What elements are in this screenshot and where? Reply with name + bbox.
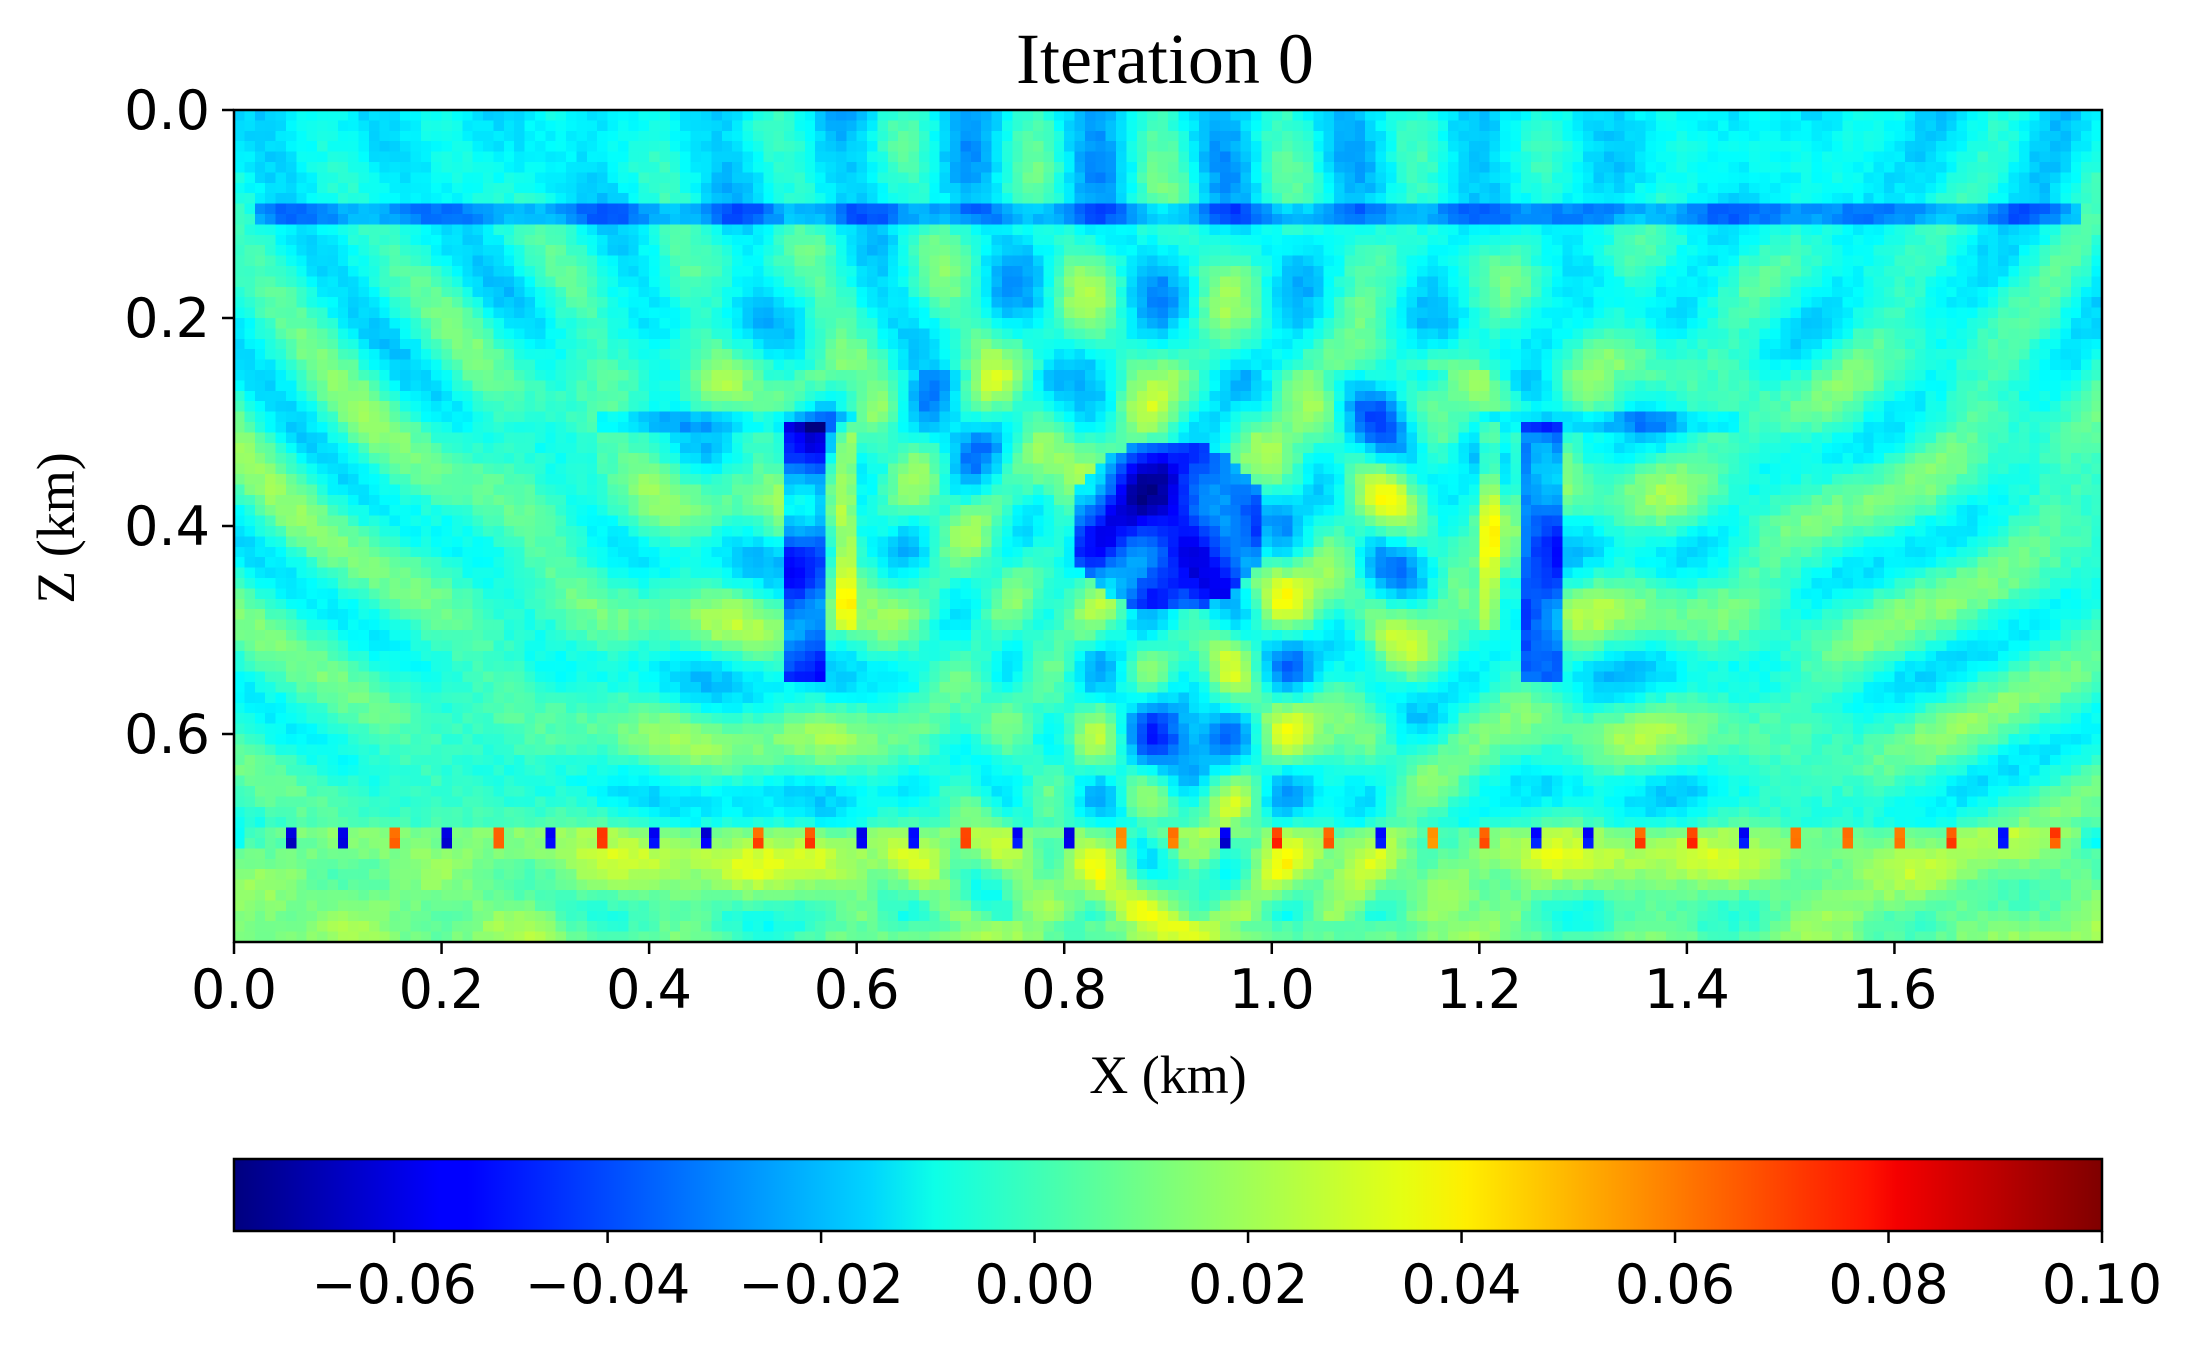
y-tick-label: 0.0 xyxy=(124,79,210,142)
colorbar-tick-label: −0.06 xyxy=(311,1253,476,1316)
x-axis-label: X (km) xyxy=(1089,1045,1246,1105)
heatmap-image xyxy=(234,110,2102,942)
y-axis-label: Z (km) xyxy=(26,452,86,603)
x-axis-ticks: 0.0 0.2 0.4 0.6 0.8 1.0 1.2 1.4 1.6 xyxy=(191,942,1937,1021)
x-tick-label: 1.4 xyxy=(1644,958,1730,1021)
colorbar-gradient xyxy=(234,1159,2102,1231)
colorbar-tick-label: −0.02 xyxy=(738,1253,903,1316)
x-tick-label: 0.0 xyxy=(191,958,277,1021)
y-tick-label: 0.6 xyxy=(124,703,210,766)
colorbar-tick-label: 0.08 xyxy=(1828,1253,1948,1316)
colorbar-tick-label: 0.04 xyxy=(1401,1253,1521,1316)
x-tick-label: 0.4 xyxy=(606,958,692,1021)
x-tick-label: 0.8 xyxy=(1021,958,1107,1021)
heatmap-plot-area xyxy=(232,108,2104,944)
colorbar-tick-label: −0.04 xyxy=(525,1253,690,1316)
x-tick-label: 1.2 xyxy=(1436,958,1522,1021)
x-tick-label: 0.2 xyxy=(399,958,485,1021)
y-axis-ticks: 0.0 0.2 0.4 0.6 xyxy=(124,79,234,766)
x-tick-label: 1.0 xyxy=(1229,958,1315,1021)
y-tick-label: 0.4 xyxy=(124,495,210,558)
x-tick-label: 1.6 xyxy=(1851,958,1937,1021)
y-tick-label: 0.2 xyxy=(124,287,210,350)
colorbar-tick-label: 0.06 xyxy=(1615,1253,1735,1316)
colorbar: −0.06 −0.04 −0.02 0.00 0.02 0.04 0.06 0.08 0.10 xyxy=(232,1157,2162,1316)
colorbar-tick-label: 0.00 xyxy=(974,1253,1094,1316)
chart-title: Iteration 0 xyxy=(1016,19,1314,99)
colorbar-ticks: −0.06 −0.04 −0.02 0.00 0.02 0.04 0.06 0.08 0.10 xyxy=(311,1231,2162,1316)
colorbar-frame xyxy=(232,1157,2104,1233)
colorbar-tick-label: 0.02 xyxy=(1188,1253,1308,1316)
colorbar-tick-label: 0.10 xyxy=(2042,1253,2162,1316)
x-tick-label: 0.6 xyxy=(814,958,900,1021)
